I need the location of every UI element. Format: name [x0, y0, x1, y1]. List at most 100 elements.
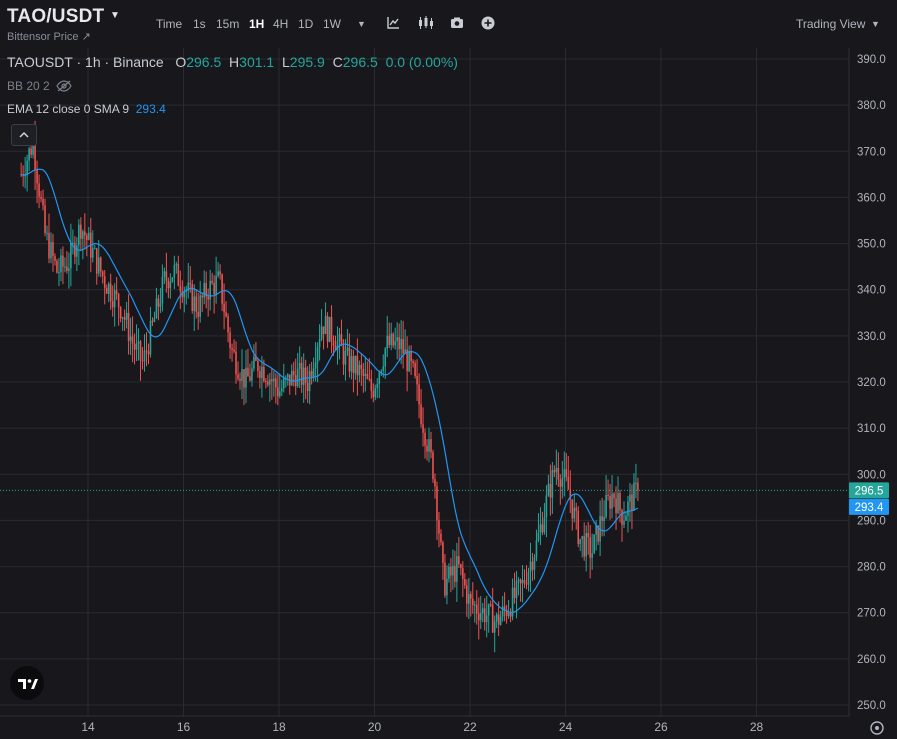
toolbar: TAO/USDT ▼ Bittensor Price ↗ Time 1s 15m…	[0, 0, 897, 48]
candle-body	[46, 232, 48, 234]
timeframe-time[interactable]: Time	[156, 17, 183, 31]
candle-body	[265, 381, 267, 383]
asset-name-link[interactable]: Bittensor Price ↗	[7, 31, 91, 43]
candle-body	[501, 606, 504, 617]
candle-body	[460, 564, 462, 569]
bb-indicator-legend[interactable]: BB 20 2	[7, 79, 73, 93]
price-tick-label: 370.0	[857, 146, 886, 158]
candle-body	[430, 439, 432, 453]
candle-body	[456, 556, 458, 582]
candle-body	[197, 311, 200, 317]
candle-body	[422, 424, 424, 433]
candle-body	[125, 312, 128, 320]
candle-body	[169, 281, 172, 289]
candle-body	[360, 364, 363, 369]
timeframe-1s[interactable]: 1s	[193, 17, 206, 31]
timeframe-4h[interactable]: 4H	[273, 17, 289, 31]
candle-body	[531, 561, 534, 570]
candle-body	[336, 341, 339, 351]
candle-body	[398, 337, 400, 350]
candle-body	[137, 341, 140, 344]
candle-body	[227, 316, 229, 333]
candle-body	[284, 377, 287, 379]
candle-body	[458, 556, 460, 565]
candle-body	[589, 537, 591, 558]
candle-body	[185, 290, 188, 292]
tradingview-logo[interactable]	[10, 666, 44, 700]
candle-body	[340, 334, 343, 346]
candle-body	[243, 369, 245, 388]
candle-body	[314, 362, 317, 369]
candle-body	[557, 467, 560, 480]
close-value: 296.5	[342, 54, 378, 70]
candle-body	[149, 320, 152, 355]
candle-body	[275, 378, 277, 388]
hidden-eye-icon[interactable]	[56, 80, 73, 92]
candle-body	[591, 553, 593, 558]
timeframe-1d[interactable]: 1D	[298, 17, 314, 31]
candle-body	[597, 525, 599, 542]
candle-body	[485, 615, 488, 623]
price-tick-label: 250.0	[857, 700, 886, 712]
settings-gear-icon[interactable]	[870, 721, 884, 735]
candle-body	[261, 366, 263, 379]
candle-body	[50, 242, 52, 259]
candle-body	[555, 467, 558, 473]
candle-body	[489, 604, 492, 606]
candle-body	[143, 350, 146, 362]
candle-body	[380, 370, 383, 373]
candle-body	[54, 256, 56, 261]
add-plus-icon[interactable]	[481, 16, 495, 30]
timeframe-1w[interactable]: 1W	[323, 17, 341, 31]
candle-body	[334, 345, 337, 351]
candle-body	[390, 333, 393, 346]
symbol-title[interactable]: TAO/USDT	[7, 6, 105, 27]
candle-body	[581, 536, 584, 540]
candle-body	[424, 432, 426, 446]
candle-body	[66, 266, 68, 271]
collapse-legend-button[interactable]	[11, 124, 37, 146]
candle-body	[623, 520, 625, 525]
candle-body	[213, 282, 215, 295]
candle-body	[583, 536, 586, 557]
symbol-chevron-down-icon[interactable]: ▼	[110, 10, 120, 21]
candle-body	[56, 260, 58, 273]
candle-body	[84, 231, 86, 236]
candle-body	[615, 498, 617, 513]
candle-body	[48, 232, 50, 259]
more-timeframes-chevron-down-icon[interactable]: ▼	[357, 19, 366, 29]
tv-logo-icon	[18, 679, 38, 689]
candle-body	[448, 566, 450, 579]
candle-body	[499, 616, 502, 625]
candle-body	[446, 578, 448, 596]
candle-body	[103, 276, 106, 288]
candle-body	[191, 284, 194, 312]
candle-body	[434, 479, 436, 487]
candle-body	[157, 298, 160, 307]
indicator-icon[interactable]	[386, 16, 400, 30]
ema-indicator-legend[interactable]: EMA 12 close 0 SMA 9 293.4	[7, 102, 166, 116]
candle-style-icon[interactable]	[418, 16, 434, 30]
candle-body	[549, 483, 552, 498]
trading-view-chevron-down-icon[interactable]: ▼	[871, 19, 880, 29]
camera-icon[interactable]	[450, 16, 464, 30]
candle-body	[573, 507, 576, 519]
price-tick-label: 310.0	[857, 423, 886, 435]
candle-body	[525, 583, 528, 585]
trading-view-selector[interactable]: Trading View	[796, 17, 866, 31]
candle-body	[129, 336, 132, 341]
candle-body	[442, 542, 444, 563]
candle-body	[607, 494, 609, 497]
candle-body	[587, 533, 589, 538]
candle-body	[328, 316, 331, 342]
candle-body	[205, 283, 207, 297]
timeframe-15m[interactable]: 15m	[216, 17, 240, 31]
candle-body	[292, 370, 295, 376]
price-tick-label: 300.0	[857, 469, 886, 481]
candle-body	[155, 298, 158, 319]
candle-body	[300, 362, 303, 385]
candle-body	[611, 493, 613, 509]
timeframe-1h[interactable]: 1H	[249, 17, 265, 31]
price-tick-label: 390.0	[857, 54, 886, 66]
